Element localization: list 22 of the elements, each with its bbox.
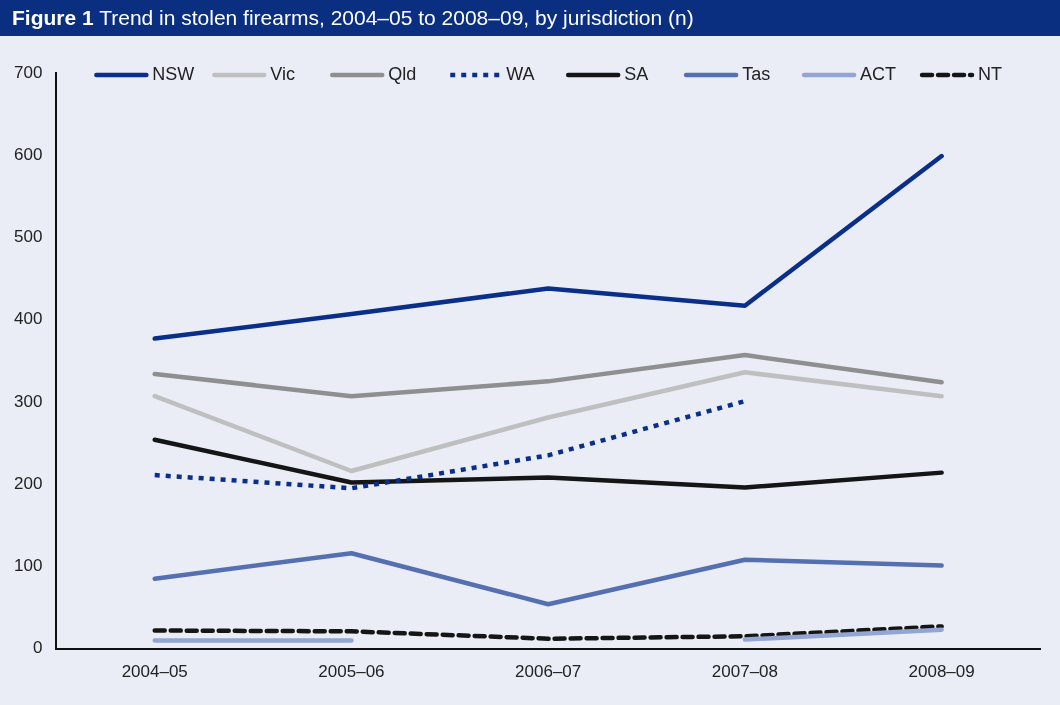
x-tick-label: 2006–07 — [515, 662, 582, 682]
y-tick-label: 600 — [13, 144, 43, 164]
y-tick-label: 300 — [13, 391, 43, 411]
x-tick-label: 2007–08 — [711, 662, 778, 682]
y-tick-label: 200 — [13, 473, 43, 493]
y-tick-label: 500 — [13, 227, 43, 247]
chart-title: Figure 1 Trend in stolen firearms, 2004–05 to 2008–09, by jurisdiction (n) — [12, 6, 694, 29]
y-tick-label: 400 — [13, 309, 43, 329]
x-tick-label: 2004–05 — [121, 662, 188, 682]
legend-label: Vic — [270, 63, 296, 84]
legend-label: WA — [506, 63, 535, 84]
y-tick-label: 700 — [13, 62, 43, 82]
x-tick-label: 2005–06 — [318, 662, 385, 682]
legend-label: NT — [978, 63, 1003, 84]
x-tick-label: 2008–09 — [908, 662, 975, 682]
legend-label: Tas — [742, 63, 771, 84]
legend-label: ACT — [860, 63, 897, 84]
legend-label: Qld — [388, 63, 417, 84]
y-tick-label: 0 — [32, 638, 43, 658]
y-tick-label: 100 — [13, 556, 43, 576]
legend-label: NSW — [152, 63, 195, 84]
legend-label: SA — [624, 63, 649, 84]
